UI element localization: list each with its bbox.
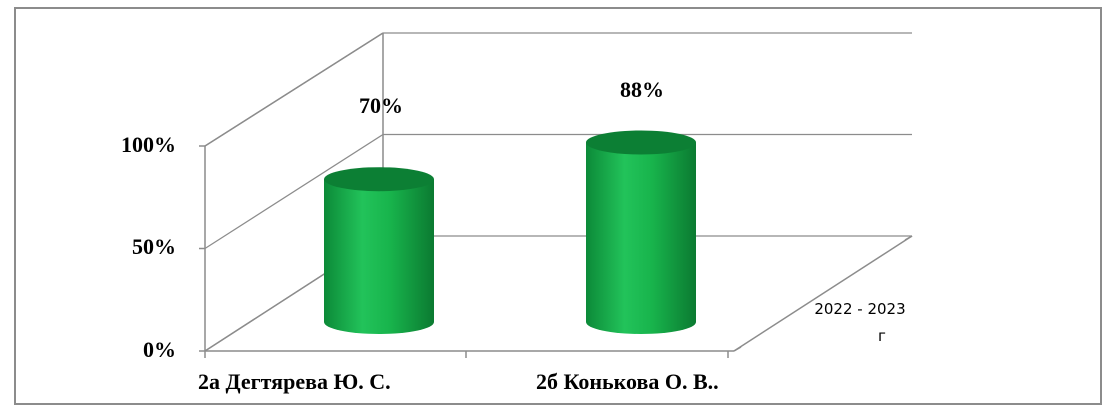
chart-frame bbox=[14, 7, 1102, 405]
bar-2 bbox=[586, 130, 696, 334]
y-tick-label-50: 50% bbox=[132, 234, 176, 259]
chart-walls bbox=[204, 32, 913, 352]
category-label-2: 2б Конькова О. В.. bbox=[536, 369, 719, 394]
bar-1-top bbox=[324, 167, 434, 192]
bar-1-body bbox=[324, 179, 434, 334]
data-label-bar-2: 88% bbox=[620, 77, 664, 102]
axis-ticks bbox=[199, 145, 913, 358]
category-label-1: 2а Дегтярева Ю. С. bbox=[198, 369, 391, 394]
data-label-bar-1: 70% bbox=[359, 93, 403, 118]
bar-2-top bbox=[586, 130, 696, 155]
series-tick-mark-back bbox=[904, 235, 913, 241]
gridline-left-100 bbox=[204, 32, 384, 147]
y-tick-label-0: 0% bbox=[143, 337, 176, 362]
bar-1 bbox=[324, 167, 434, 334]
bar-2-body bbox=[586, 142, 696, 334]
series-label: 2022 - 2023 г bbox=[814, 300, 905, 345]
y-tick-label-100: 100% bbox=[121, 132, 176, 157]
series-tick-mark bbox=[733, 346, 742, 352]
gridline-left-50 bbox=[204, 133, 384, 250]
floor-right-edge bbox=[733, 235, 913, 352]
bars bbox=[324, 130, 696, 334]
gridlines bbox=[204, 32, 912, 352]
